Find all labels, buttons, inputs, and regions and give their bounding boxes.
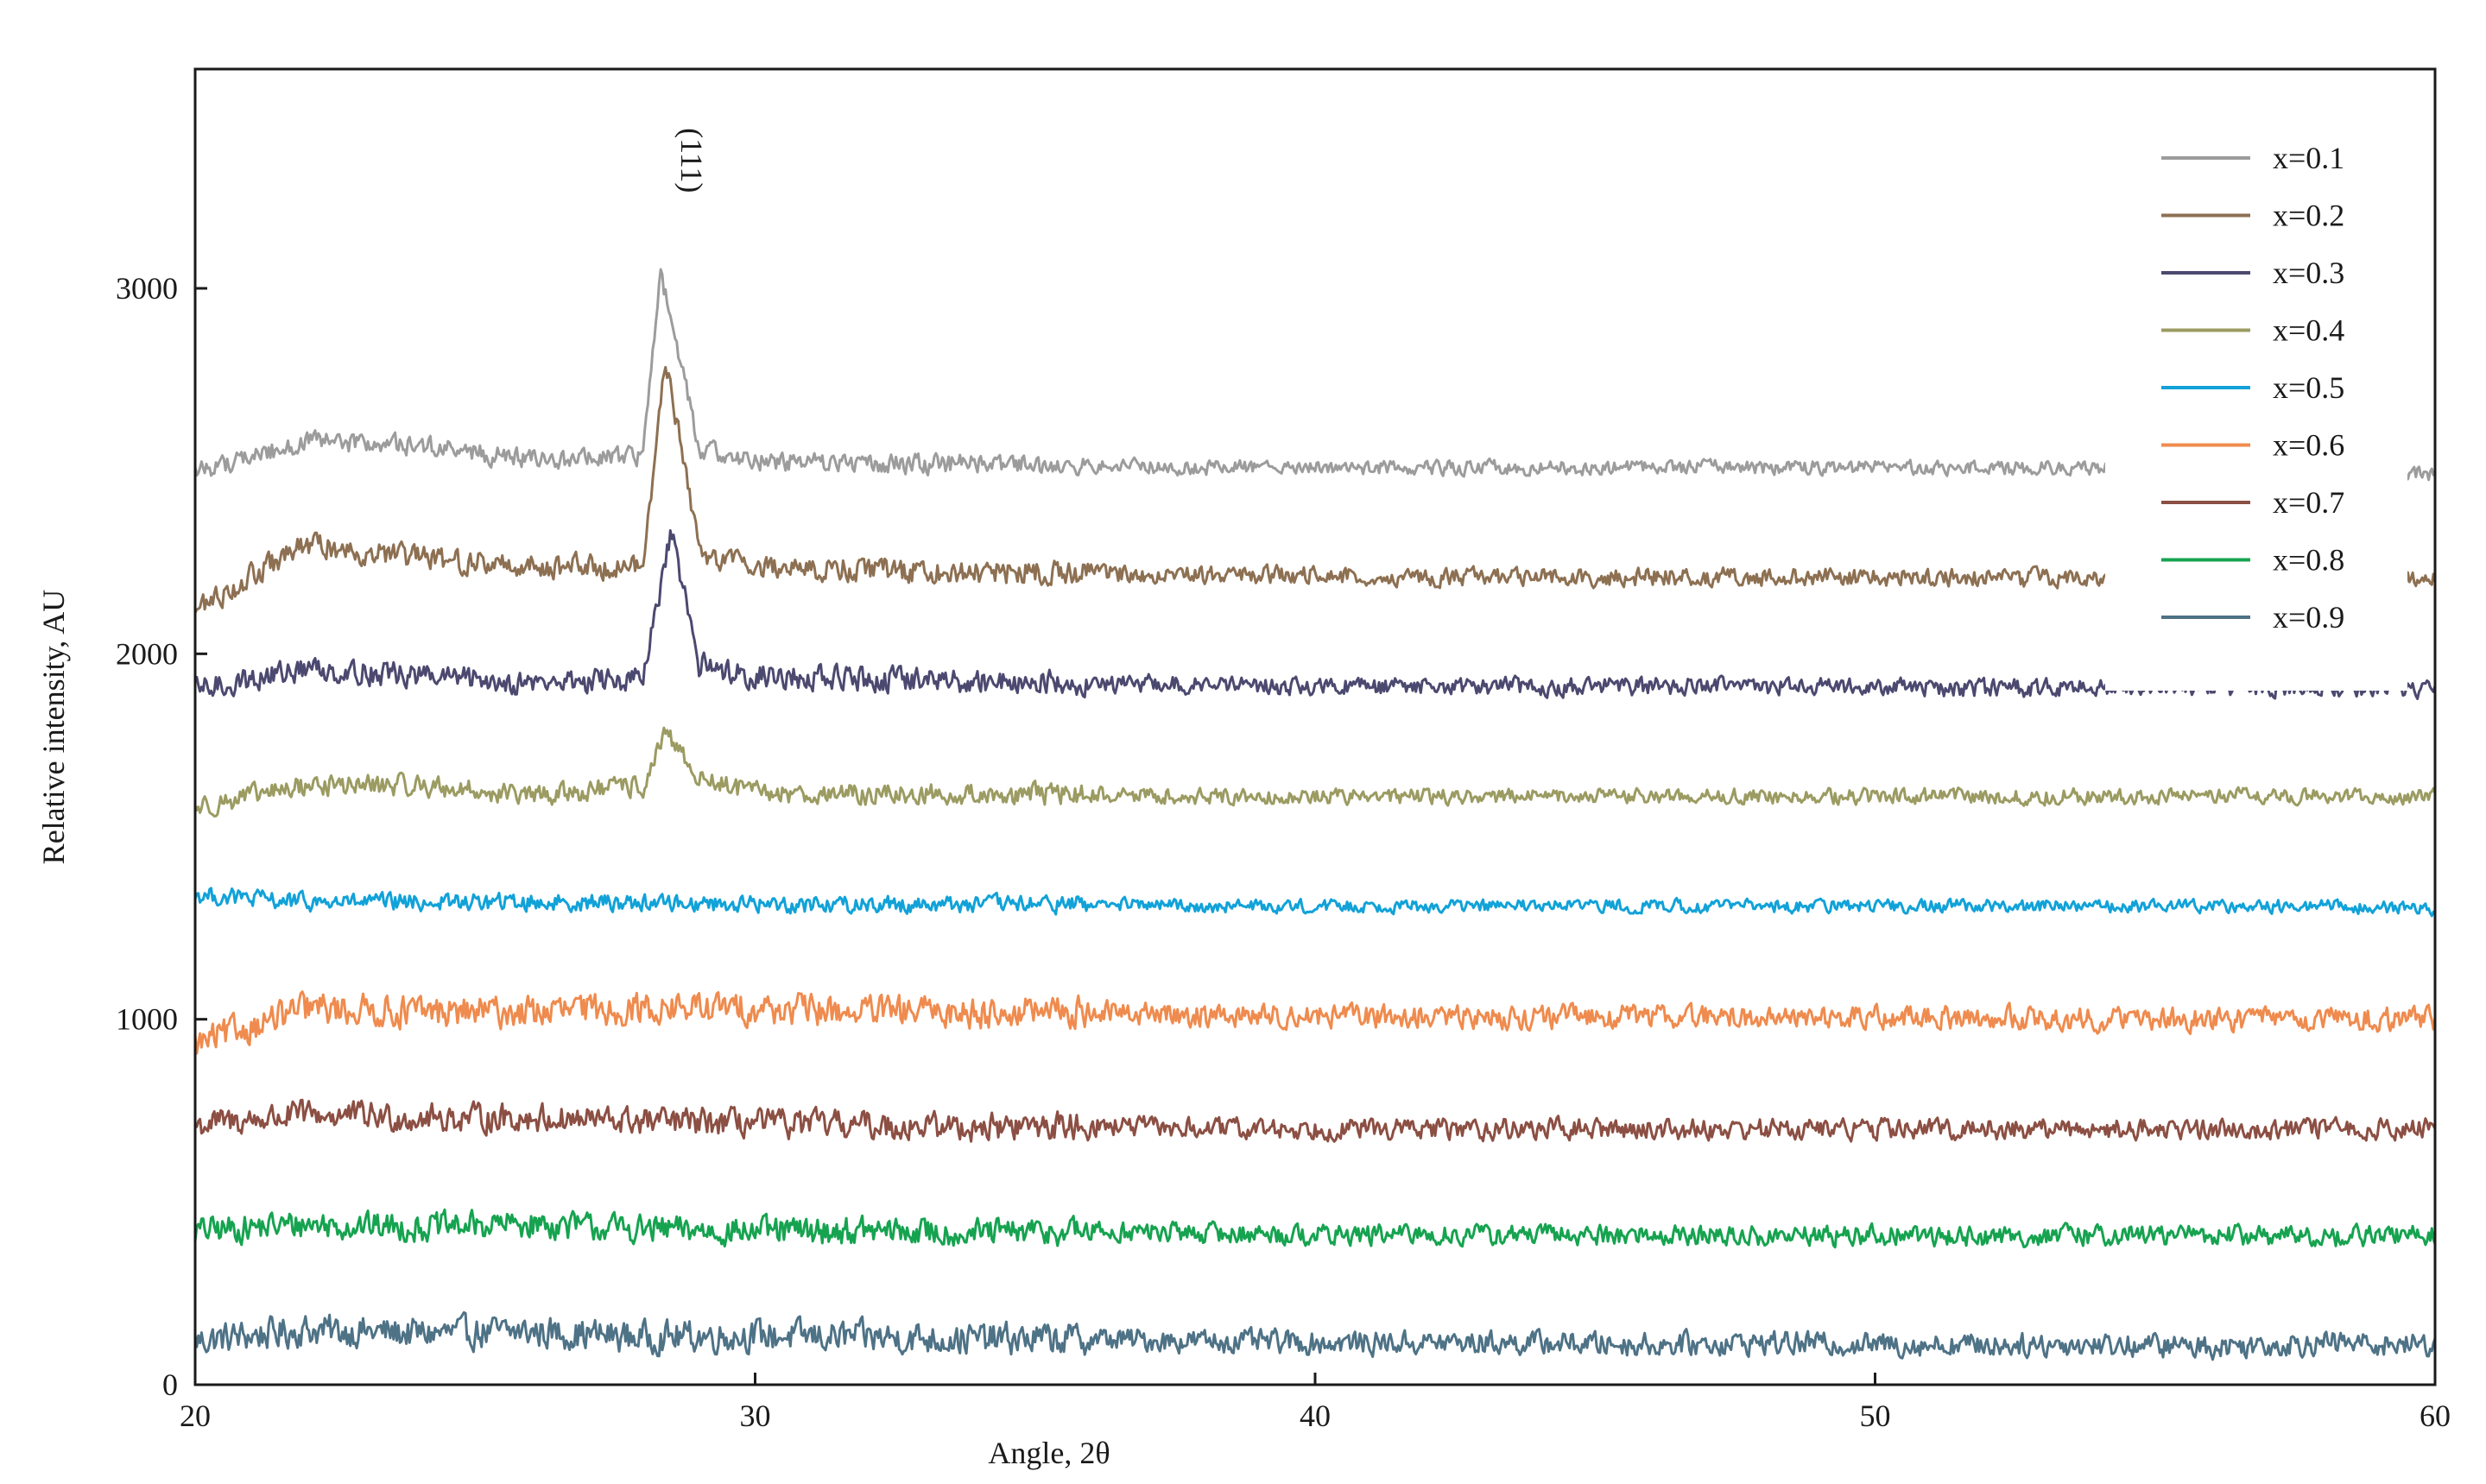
y-axis-label: Relative intensity, AU bbox=[36, 590, 71, 865]
peak-annotation: (111) bbox=[674, 128, 709, 193]
legend-label: x=0.3 bbox=[2273, 256, 2344, 290]
y-tick-label: 3000 bbox=[116, 271, 178, 306]
series-line-x03 bbox=[193, 529, 2437, 700]
x-tick-label: 40 bbox=[1300, 1399, 1331, 1433]
plot-frame bbox=[193, 67, 2437, 1386]
legend: x=0.1 x=0.2 x=0.3 x=0.4 x=0.5 x=0.6 x=0.7 x=0.8… bbox=[2161, 141, 2344, 635]
axes: 20 30 40 50 60 0 1000 2000 3000 bbox=[116, 271, 2451, 1433]
series-layer bbox=[193, 268, 2437, 1361]
series-line-x01 bbox=[193, 268, 2436, 482]
series-line-x09 bbox=[193, 1310, 2437, 1361]
legend-label: x=0.5 bbox=[2273, 370, 2344, 405]
x-tick-label: 20 bbox=[180, 1399, 211, 1433]
series-line-x02 bbox=[193, 365, 2437, 614]
legend-label: x=0.4 bbox=[2273, 313, 2344, 348]
series-line-x07 bbox=[194, 1098, 2437, 1143]
x-tick-label: 60 bbox=[2420, 1399, 2451, 1433]
annotations: (111) bbox=[674, 128, 709, 193]
y-tick-label: 0 bbox=[162, 1367, 178, 1402]
legend-label: x=0.7 bbox=[2273, 485, 2344, 520]
legend-label: x=0.6 bbox=[2273, 428, 2344, 463]
legend-label: x=0.2 bbox=[2273, 199, 2344, 233]
x-tick-label: 50 bbox=[1860, 1399, 1891, 1433]
x-axis-label: Angle, 2θ bbox=[988, 1436, 1110, 1470]
legend-label: x=0.9 bbox=[2273, 600, 2344, 635]
series-line-x08 bbox=[193, 1208, 2437, 1249]
series-line-x04 bbox=[193, 726, 2437, 818]
series-line-x06 bbox=[193, 990, 2437, 1055]
y-tick-label: 2000 bbox=[116, 636, 178, 671]
legend-label: x=0.8 bbox=[2273, 543, 2344, 578]
y-tick-label: 1000 bbox=[116, 1002, 178, 1037]
x-tick-label: 30 bbox=[740, 1399, 771, 1433]
legend-label: x=0.1 bbox=[2273, 141, 2344, 175]
legend-background bbox=[2105, 121, 2407, 691]
series-line-x05 bbox=[193, 887, 2437, 918]
